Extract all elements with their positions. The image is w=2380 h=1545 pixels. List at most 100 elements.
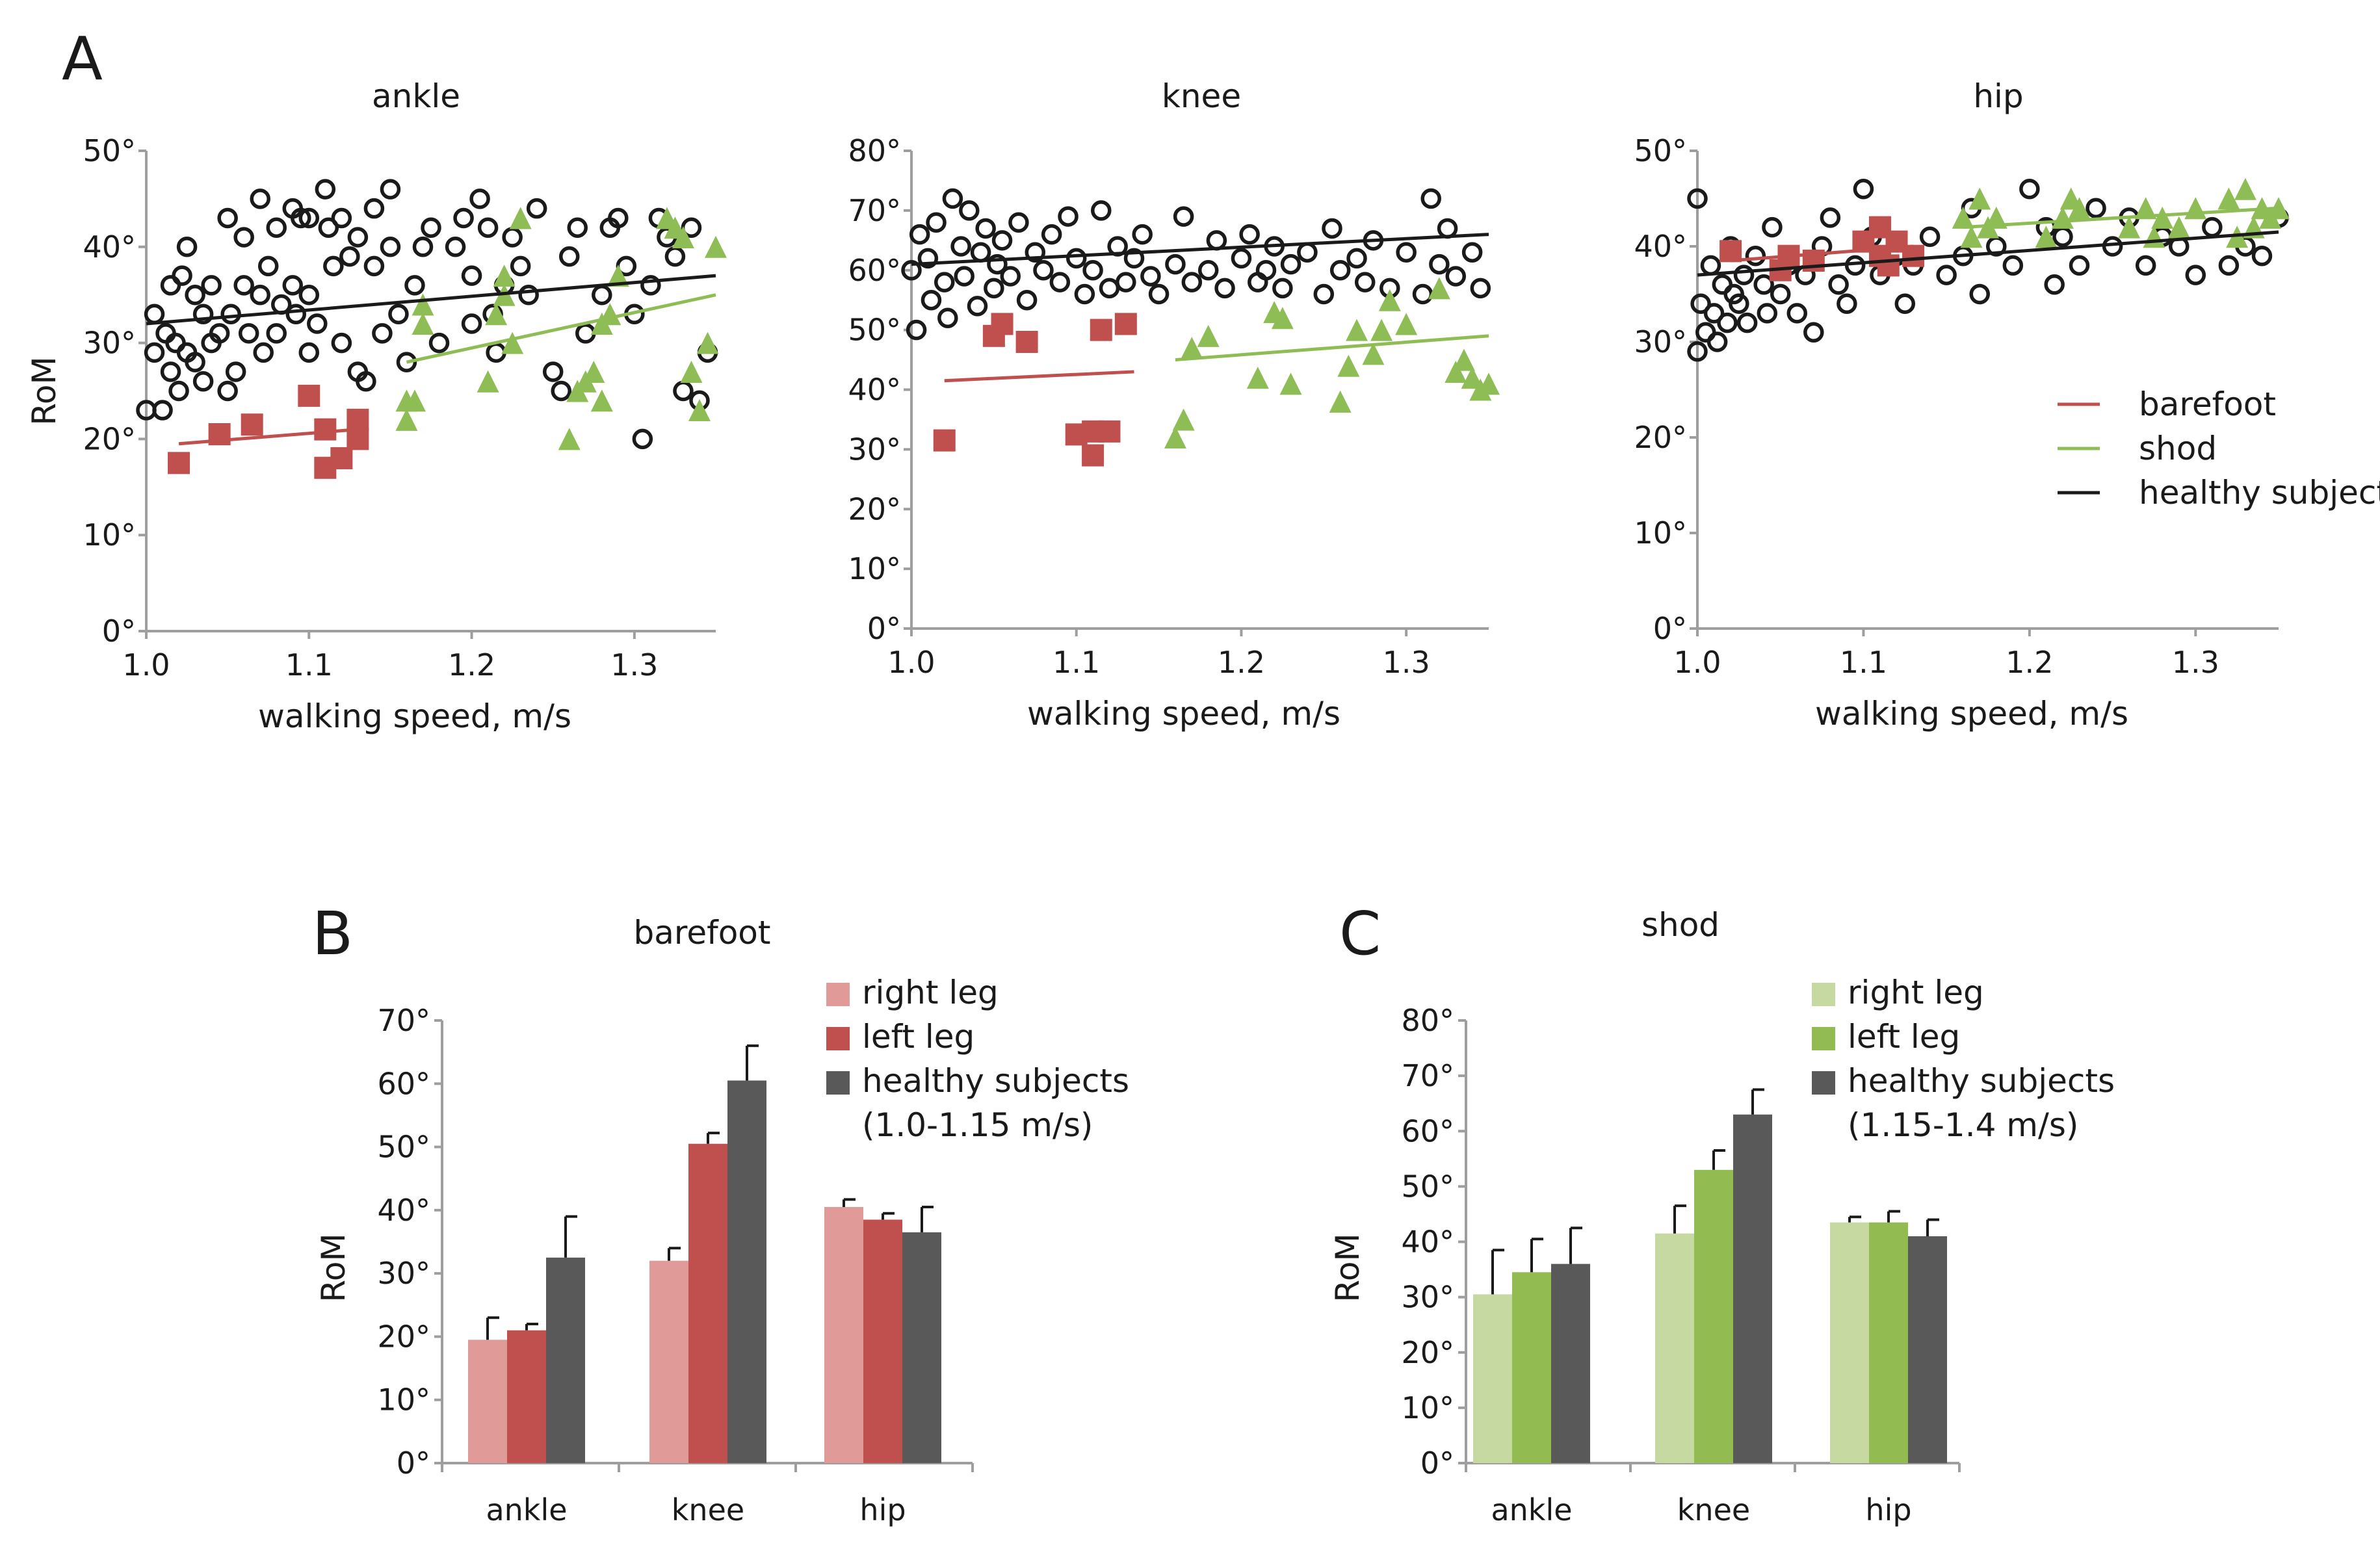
knee-healthy-subjects-point xyxy=(1123,248,1145,269)
knee-healthy-subjects-point xyxy=(975,218,996,239)
knee-shod-point xyxy=(1346,318,1368,341)
ankle-healthy-subjects-point xyxy=(558,246,580,267)
hip-x-axis-label: walking speed, m/s xyxy=(1815,695,2128,733)
barefoot-bars-y-tick-label: 70° xyxy=(377,1003,430,1038)
barefoot-bars-y-tick-label: 0° xyxy=(397,1446,430,1481)
ankle-healthy-subjects-point xyxy=(461,265,482,286)
hip-healthy-subjects-point xyxy=(2002,255,2024,276)
ankle-healthy-subjects-point xyxy=(217,380,238,402)
hip-healthy-subjects-point xyxy=(2086,198,2106,218)
ankle-healthy-subjects-point xyxy=(192,370,214,392)
ankle-healthy-subjects-point xyxy=(307,313,328,334)
knee-x-tick-label: 1.1 xyxy=(1053,645,1100,680)
barefoot-bars-bar-hip-healthy-subjects xyxy=(902,1232,941,1463)
knee-y-tick-label: 60° xyxy=(848,253,901,288)
ankle-healthy-subjects-point xyxy=(477,217,499,238)
ankle-healthy-subjects-point xyxy=(250,284,270,305)
knee-healthy-subjects-point xyxy=(1091,200,1112,221)
knee-x-axis-label: walking speed, m/s xyxy=(1027,695,1340,733)
barefoot-bars-category-label-hip: hip xyxy=(859,1492,906,1527)
hip-chart-title: hip xyxy=(1973,77,2023,115)
ankle-healthy-subjects-point xyxy=(155,323,176,344)
ankle-healthy-subjects-point xyxy=(144,342,165,363)
barefoot-bars-legend-label-healthy-subjects: healthy subjects xyxy=(862,1062,1129,1100)
knee-healthy-subjects-point xyxy=(1025,242,1046,263)
knee-healthy-subjects-point xyxy=(906,319,927,341)
hip-healthy-subjects-point xyxy=(1703,303,1725,324)
knee-healthy-subjects-point xyxy=(959,200,980,221)
hip-shod-point xyxy=(2118,216,2141,239)
ankle-healthy-subjects-point xyxy=(257,255,279,277)
ankle-barefoot-point xyxy=(241,413,263,436)
barefoot-bars-bar-knee-left-leg xyxy=(688,1143,727,1463)
knee-barefoot-point xyxy=(1015,331,1038,353)
ankle-healthy-subjects-point xyxy=(285,304,307,325)
barefoot-bars-bar-knee-healthy-subjects xyxy=(727,1080,766,1463)
ankle-healthy-subjects-point xyxy=(192,304,214,325)
knee-barefoot-point xyxy=(1098,420,1121,443)
knee-healthy-subjects-point xyxy=(934,272,955,292)
knee-shod-point xyxy=(1452,348,1475,371)
knee-y-tick-label: 0° xyxy=(867,611,901,646)
hip-shod-point xyxy=(1985,206,2007,229)
hip-healthy-subjects-point xyxy=(2019,179,2040,200)
knee-healthy-subjects-point xyxy=(1272,278,1293,299)
knee-shod-point xyxy=(1197,324,1220,347)
hip-healthy-subjects-point xyxy=(1687,341,1708,362)
hip-x-tick-label: 1.2 xyxy=(2006,645,2053,680)
hip-shod-point xyxy=(2226,226,2249,248)
knee-shod-point xyxy=(1428,277,1450,300)
ankle-healthy-subjects-point xyxy=(453,207,474,229)
knee-healthy-subjects-point xyxy=(1429,253,1450,275)
hip-shod-point xyxy=(2234,177,2256,200)
ankle-barefoot-point xyxy=(347,428,369,450)
ankle-healthy-subjects-point xyxy=(575,323,596,344)
ankle-healthy-subjects-point xyxy=(152,400,173,421)
ankle-healthy-subjects-point xyxy=(298,284,320,305)
ankle-healthy-subjects-point xyxy=(266,217,287,238)
hip-legend-barefoot-label: barefoot xyxy=(2139,385,2276,423)
knee-healthy-subjects-point xyxy=(1066,248,1087,269)
ankle-shod-point xyxy=(477,370,499,393)
knee-healthy-subjects-point xyxy=(1420,188,1441,209)
ankle-healthy-subjects-point xyxy=(551,380,571,402)
hip-healthy-subjects-point xyxy=(1700,255,1721,276)
shod-bars-bar-knee-left-leg xyxy=(1694,1169,1733,1463)
ankle-healthy-subjects-point xyxy=(380,237,401,257)
knee-shod-point xyxy=(1181,337,1203,359)
ankle-healthy-subjects-point xyxy=(298,207,320,229)
ankle-healthy-subjects-point xyxy=(486,342,506,363)
hip-legend-healthy-subjects-label: healthy subjects xyxy=(2139,474,2380,512)
panel-label-b: B xyxy=(312,899,353,968)
knee-healthy-subjects-point xyxy=(1313,283,1335,305)
ankle-y-tick-label: 40° xyxy=(83,229,136,265)
knee-shod-point xyxy=(1246,367,1269,389)
barefoot-bars-chart-title: barefoot xyxy=(634,914,771,952)
knee-healthy-subjects-point xyxy=(954,266,974,287)
shod-bars-y-tick-label: 60° xyxy=(1401,1113,1454,1149)
hip-y-tick-label: 10° xyxy=(1634,515,1687,551)
knee-healthy-subjects-point xyxy=(1255,260,1277,281)
ankle-shod-point xyxy=(558,428,581,450)
shod-bar-chart: shod 0° 10° 20° 30° 40° 50° 60° 70° 80° RoM ankle kn… xyxy=(1329,906,2115,1527)
ankle-x-tick-label: 1.2 xyxy=(448,647,495,682)
barefoot-bars-legend-label-left-leg: left leg xyxy=(862,1018,974,1056)
knee-shod-point xyxy=(1461,367,1484,389)
knee-healthy-subjects-point xyxy=(1231,248,1252,269)
shod-bars-bar-hip-right-leg xyxy=(1830,1222,1869,1463)
ankle-y-axis-label: RoM xyxy=(25,356,63,425)
knee-healthy-subjects-point xyxy=(1239,224,1260,245)
shod-bars-y-tick-label: 80° xyxy=(1401,1003,1454,1038)
knee-healthy-subjects-point xyxy=(1148,283,1170,305)
barefoot-bars-bar-ankle-right-leg xyxy=(468,1340,507,1463)
hip-healthy-subjects-point xyxy=(2135,255,2156,276)
knee-barefoot-trendline xyxy=(944,370,1134,383)
ankle-healthy-subjects-point xyxy=(567,217,588,238)
hip-y-tick-label: 0° xyxy=(1653,611,1687,646)
ankle-healthy-subjects-point xyxy=(201,275,222,296)
ankle-healthy-subjects-point xyxy=(428,332,450,354)
ankle-healthy-subjects-point xyxy=(220,304,241,325)
hip-healthy-subjects-point xyxy=(1969,283,1990,305)
knee-healthy-subjects-point xyxy=(1437,218,1458,239)
hip-healthy-subjects-point xyxy=(1853,179,1874,200)
